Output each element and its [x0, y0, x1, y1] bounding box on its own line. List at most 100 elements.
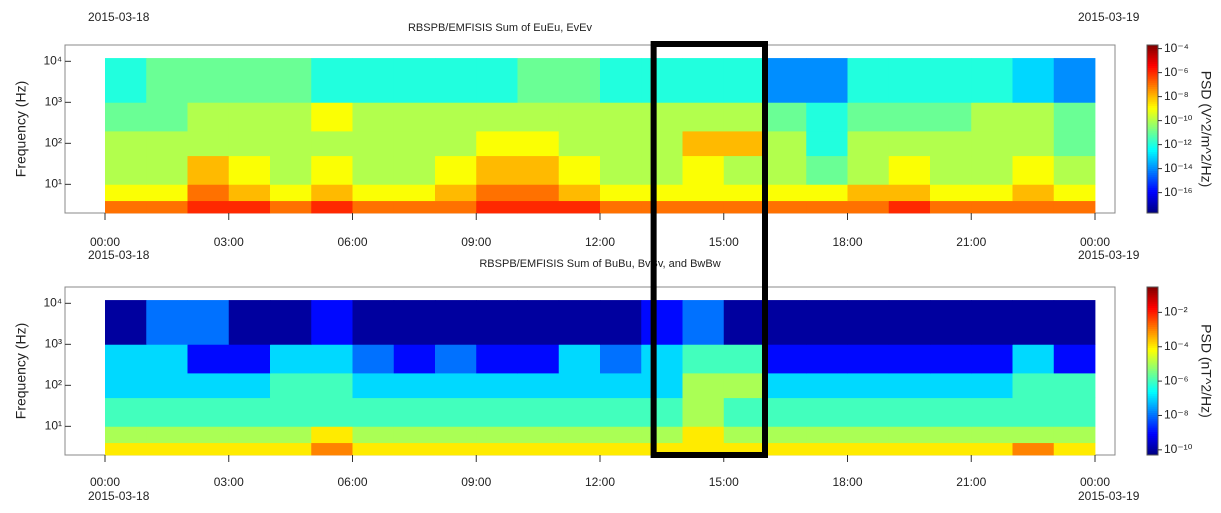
colorbar-segment	[1147, 373, 1158, 376]
spectrogram-cell	[765, 300, 807, 345]
x-tick-label: 21:00	[956, 475, 986, 489]
colorbar-segment	[1147, 51, 1158, 54]
spectrogram-cell	[682, 58, 725, 103]
spectrogram-cell	[517, 372, 560, 399]
colorbar-segment	[1147, 198, 1158, 201]
colorbar-tick-label: 10⁻¹⁰	[1164, 113, 1193, 127]
colorbar-segment	[1147, 318, 1158, 322]
spectrogram-cell	[311, 300, 353, 345]
colorbar-segment	[1147, 116, 1158, 119]
colorbar-segment	[1147, 417, 1158, 420]
spectrogram-cell	[930, 344, 972, 374]
colorbar-segment	[1147, 137, 1158, 140]
spectrogram-cell	[1012, 344, 1055, 374]
spectrogram-cell	[393, 184, 436, 202]
colorbar-segment	[1147, 431, 1158, 435]
spectrogram-cell	[311, 102, 353, 132]
spectrogram-cell	[888, 130, 931, 157]
spectrogram-cell	[930, 200, 972, 214]
spectrogram-cell	[765, 200, 807, 214]
colorbar-segment	[1147, 173, 1158, 176]
spectrogram-cell	[641, 130, 683, 157]
colorbar-tick-label: 10⁻¹²	[1164, 137, 1192, 151]
colorbar-segment	[1147, 305, 1158, 309]
spectrogram-cell	[765, 442, 807, 456]
colorbar-segment	[1147, 350, 1158, 353]
spectrogram-cell	[847, 200, 890, 214]
colorbar-segment	[1147, 47, 1158, 50]
spectrogram-cell	[476, 155, 518, 185]
y-axis-label: Frequency (Hz)	[13, 81, 29, 177]
spectrogram-cell	[187, 184, 230, 202]
spectrogram-cell	[1053, 184, 1096, 202]
spectrogram-cell	[723, 372, 766, 399]
colorbar-segment	[1147, 440, 1158, 443]
colorbar-segment	[1147, 129, 1158, 132]
spectrogram-cell	[971, 300, 1013, 345]
colorbar-segment	[1147, 421, 1158, 424]
spectrogram-cell	[1012, 155, 1055, 185]
colorbar-segment	[1147, 156, 1158, 159]
spectrogram-cell	[1053, 200, 1096, 214]
spectrogram-cell	[517, 300, 560, 345]
spectrogram-cell	[270, 130, 312, 157]
spectrogram-cell	[435, 442, 477, 456]
spectrogram-cell	[393, 426, 436, 444]
colorbar-segment	[1147, 364, 1158, 368]
colorbar-segment	[1147, 122, 1158, 126]
colorbar-segment	[1147, 76, 1158, 80]
spectrogram-cell	[228, 155, 271, 185]
colorbar-segment	[1147, 166, 1158, 170]
spectrogram-cell	[641, 426, 683, 444]
spectrogram-cell	[1012, 102, 1055, 132]
spectrogram-cell	[971, 200, 1013, 214]
colorbar-segment	[1147, 383, 1158, 387]
spectrogram-cell	[311, 344, 353, 374]
colorbar-segment	[1147, 160, 1158, 164]
x-tick-label: 00:00	[90, 475, 120, 489]
colorbar-segment	[1147, 179, 1158, 182]
spectrogram-cell	[517, 426, 560, 444]
spectrogram-cell	[393, 102, 436, 132]
spectrogram-cell	[682, 397, 725, 427]
spectrogram-cell	[517, 58, 560, 103]
spectrogram-cell	[765, 102, 807, 132]
spectrogram-cell	[146, 155, 188, 185]
spectrogram-cell	[517, 200, 560, 214]
spectrogram-cell	[930, 442, 972, 456]
spectrogram-cell	[971, 372, 1013, 399]
spectrogram-cell	[228, 442, 271, 456]
spectrogram-cell	[723, 184, 766, 202]
spectrogram-cell	[888, 102, 931, 132]
spectrogram-cell	[1012, 426, 1055, 444]
colorbar-segment	[1147, 200, 1158, 203]
spectrogram-cell	[270, 372, 312, 399]
spectrogram-cell	[352, 155, 395, 185]
spectrogram-cell	[476, 200, 518, 214]
spectrogram-cell	[600, 184, 642, 202]
spectrogram-cell	[393, 344, 436, 374]
colorbar-segment	[1147, 320, 1158, 324]
spectrogram-cell	[1053, 155, 1096, 185]
spectrogram-cell	[765, 372, 807, 399]
spectrogram-cell	[435, 184, 477, 202]
spectrogram-cell	[641, 102, 683, 132]
spectrogram-cell	[146, 102, 188, 132]
colorbar-segment	[1147, 362, 1158, 366]
colorbar-segment	[1147, 404, 1158, 408]
colorbar-segment	[1147, 192, 1158, 195]
spectrogram-cell	[187, 300, 230, 345]
spectrogram-cell	[971, 344, 1013, 374]
x-tick-label: 18:00	[832, 475, 862, 489]
spectrogram-cell	[435, 426, 477, 444]
spectrogram-cell	[228, 397, 271, 427]
header-end-date: 2015-03-19	[1078, 10, 1140, 24]
spectrogram-cell	[1012, 200, 1055, 214]
spectrogram-cell	[105, 372, 147, 399]
spectrogram-cell	[270, 184, 312, 202]
spectrogram-cell	[435, 200, 477, 214]
spectrogram-cell	[1053, 442, 1096, 456]
spectrogram-cell	[352, 344, 395, 374]
spectrogram-cell	[600, 426, 642, 444]
colorbar-segment	[1147, 406, 1158, 410]
